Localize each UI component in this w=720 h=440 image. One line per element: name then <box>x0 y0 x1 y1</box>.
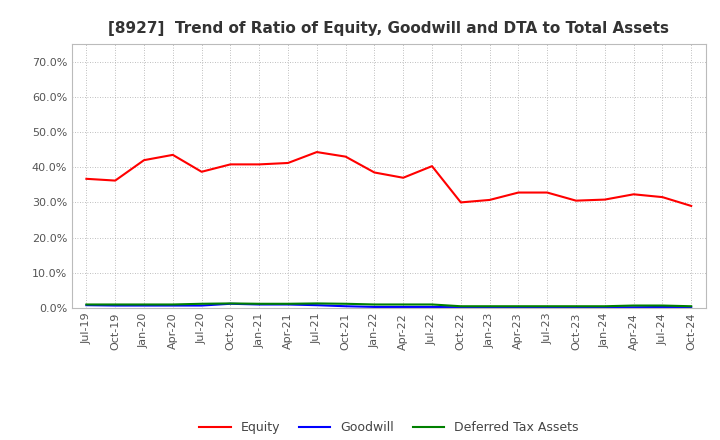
Goodwill <box>456 304 465 310</box>
Equity <box>485 197 494 202</box>
Equity <box>514 190 523 195</box>
Equity <box>111 178 120 183</box>
Equity <box>456 200 465 205</box>
Deferred Tax Assets <box>687 304 696 309</box>
Equity <box>82 176 91 181</box>
Goodwill <box>428 304 436 310</box>
Goodwill <box>341 304 350 309</box>
Goodwill <box>140 303 148 308</box>
Equity <box>600 197 609 202</box>
Line: Equity: Equity <box>86 152 691 206</box>
Deferred Tax Assets <box>226 301 235 306</box>
Deferred Tax Assets <box>399 302 408 307</box>
Equity <box>197 169 206 174</box>
Goodwill <box>485 304 494 310</box>
Line: Deferred Tax Assets: Deferred Tax Assets <box>86 304 691 306</box>
Goodwill <box>514 304 523 310</box>
Goodwill <box>111 303 120 308</box>
Equity <box>284 160 292 165</box>
Goodwill <box>600 304 609 310</box>
Equity <box>255 162 264 167</box>
Goodwill <box>168 303 177 308</box>
Goodwill <box>82 303 91 308</box>
Deferred Tax Assets <box>197 301 206 306</box>
Deferred Tax Assets <box>168 302 177 307</box>
Equity <box>399 175 408 180</box>
Deferred Tax Assets <box>514 304 523 309</box>
Deferred Tax Assets <box>140 302 148 307</box>
Deferred Tax Assets <box>543 304 552 309</box>
Deferred Tax Assets <box>600 304 609 309</box>
Equity <box>370 170 379 175</box>
Equity <box>658 194 667 200</box>
Deferred Tax Assets <box>82 302 91 307</box>
Deferred Tax Assets <box>428 302 436 307</box>
Deferred Tax Assets <box>370 302 379 307</box>
Legend: Equity, Goodwill, Deferred Tax Assets: Equity, Goodwill, Deferred Tax Assets <box>194 416 583 439</box>
Deferred Tax Assets <box>111 302 120 307</box>
Goodwill <box>572 304 580 310</box>
Deferred Tax Assets <box>629 303 638 308</box>
Goodwill <box>629 304 638 310</box>
Equity <box>687 203 696 209</box>
Line: Goodwill: Goodwill <box>86 304 691 307</box>
Deferred Tax Assets <box>572 304 580 309</box>
Deferred Tax Assets <box>658 303 667 308</box>
Deferred Tax Assets <box>312 301 321 306</box>
Deferred Tax Assets <box>284 301 292 306</box>
Deferred Tax Assets <box>456 304 465 309</box>
Goodwill <box>284 302 292 307</box>
Goodwill <box>197 303 206 308</box>
Goodwill <box>226 301 235 306</box>
Equity <box>428 164 436 169</box>
Equity <box>226 162 235 167</box>
Goodwill <box>658 304 667 310</box>
Goodwill <box>255 302 264 307</box>
Equity <box>629 192 638 197</box>
Deferred Tax Assets <box>485 304 494 309</box>
Goodwill <box>543 304 552 310</box>
Deferred Tax Assets <box>255 301 264 306</box>
Equity <box>572 198 580 203</box>
Title: [8927]  Trend of Ratio of Equity, Goodwill and DTA to Total Assets: [8927] Trend of Ratio of Equity, Goodwil… <box>108 21 670 36</box>
Equity <box>312 150 321 155</box>
Goodwill <box>399 304 408 310</box>
Goodwill <box>370 304 379 310</box>
Equity <box>140 158 148 163</box>
Equity <box>168 152 177 158</box>
Goodwill <box>312 303 321 308</box>
Equity <box>341 154 350 159</box>
Deferred Tax Assets <box>341 301 350 306</box>
Goodwill <box>687 304 696 310</box>
Equity <box>543 190 552 195</box>
